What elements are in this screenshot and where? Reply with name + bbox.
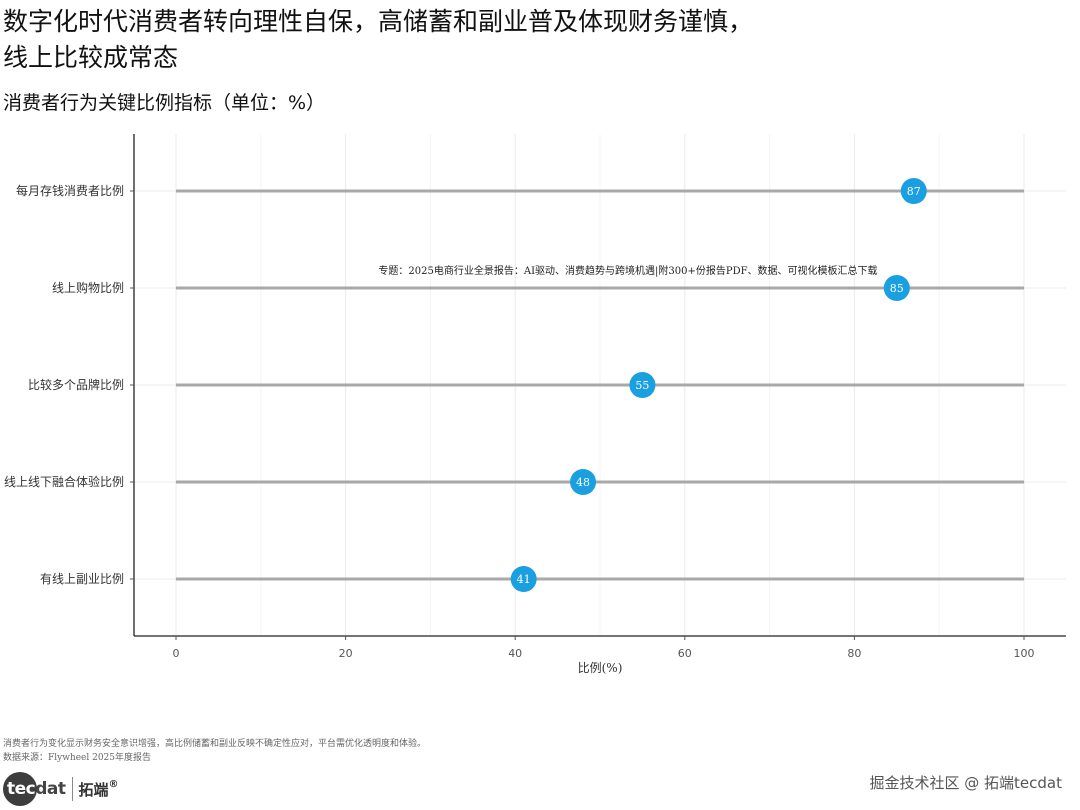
point-value-label: 87	[907, 185, 921, 198]
lollipop-point	[883, 275, 910, 301]
footnote-source: 数据来源：Flywheel 2025年度报告	[3, 753, 152, 763]
chart-title-line-1: 数字化时代消费者转向理性自保，高储蓄和副业普及体现财务谨慎，	[3, 7, 754, 36]
logo-word-a: tec	[7, 779, 36, 799]
point-value-label: 85	[890, 282, 904, 295]
logo-word-b: dat	[35, 779, 66, 799]
chart-annotation: 专题：2025电商行业全景报告：AI驱动、消费趋势与跨境机遇|附300+份报告P…	[378, 264, 877, 277]
category-label: 线上线下融合体验比例	[4, 474, 124, 489]
x-tick-label: 60	[678, 647, 692, 660]
tecdat-logo: tecdat 拓端®	[3, 772, 119, 806]
footnote: 消费者行为变化显示财务安全意识增强，高比例储蓄和副业反映不确定性应对，平台需优化…	[3, 737, 426, 765]
category-label: 比较多个品牌比例	[28, 377, 124, 392]
lollipop-chart: 87 85 55 48 41 0 20 40 60 80 100 每月存钱消费者比例线上购物比例比较…	[4, 134, 1066, 675]
logo-cn-text: 拓端®	[79, 779, 119, 800]
logo-separator	[71, 777, 73, 801]
point-value-label: 41	[517, 573, 531, 586]
x-axis-title: 比例(%)	[578, 661, 623, 675]
category-label: 每月存钱消费者比例	[16, 183, 124, 198]
lollipop-point	[510, 566, 537, 592]
x-tick-label: 100	[1014, 647, 1035, 660]
stems	[176, 189, 1024, 581]
logo-wordmark: tecdat	[7, 779, 66, 799]
chart-subtitle: 消费者行为关键比例指标（单位：%）	[3, 92, 326, 114]
watermark: 掘金技术社区 @ 拓端tecdat	[869, 774, 1063, 792]
points: 87 85 55 48 41	[510, 178, 927, 592]
x-tick-label: 80	[847, 647, 861, 660]
point-value-label: 55	[635, 379, 649, 392]
chart-title: 数字化时代消费者转向理性自保，高储蓄和副业普及体现财务谨慎， 线上比较成常态	[3, 4, 1063, 76]
x-tick-label: 40	[508, 647, 522, 660]
category-label: 有线上副业比例	[40, 572, 124, 586]
lollipop-point	[570, 469, 597, 495]
lollipop-point	[900, 178, 927, 204]
chart-title-line-2: 线上比较成常态	[3, 43, 179, 72]
labels: 0 20 40 60 80 100 每月存钱消费者比例线上购物比例比较多个品牌比例线上线下融…	[4, 183, 1035, 660]
registered-mark: ®	[108, 778, 119, 790]
x-tick-label: 0	[173, 647, 180, 660]
footnote-note: 消费者行为变化显示财务安全意识增强，高比例储蓄和副业反映不确定性应对，平台需优化…	[3, 739, 427, 749]
category-label: 线上购物比例	[52, 280, 124, 295]
point-value-label: 48	[576, 476, 590, 489]
logo-circle	[3, 772, 37, 806]
logo-cn: 拓端	[78, 780, 109, 799]
x-tick-label: 20	[339, 647, 353, 660]
lollipop-point	[629, 372, 656, 398]
